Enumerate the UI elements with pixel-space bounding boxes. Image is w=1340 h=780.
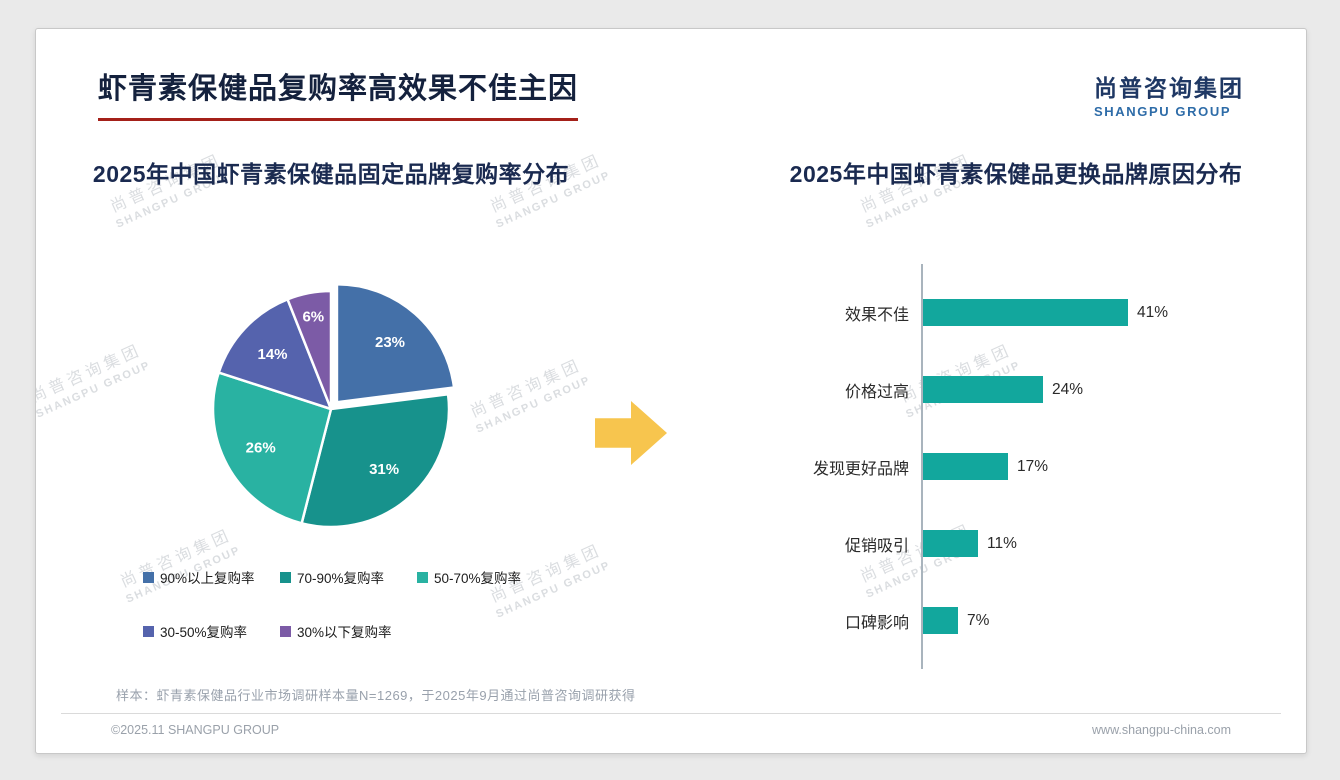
legend-row: 30-50%复购率 30%以下复购率 bbox=[143, 621, 581, 641]
pie-datalabel-2: 26% bbox=[246, 440, 276, 457]
legend-swatch-icon bbox=[417, 571, 428, 583]
legend-item-0: 90%以上复购率 bbox=[143, 567, 280, 587]
pie-chart-section: 2025年中国虾青素保健品固定品牌复购率分布 23% 31% 26% 14% 6% 90… bbox=[81, 155, 581, 675]
logo-chinese-text: 尚普咨询集团 bbox=[1094, 75, 1244, 101]
bar-track: 41% bbox=[923, 299, 1168, 326]
legend-label: 50-70%复购率 bbox=[434, 571, 522, 586]
slide: 尚普咨询集团 SHANGPU GROUP 尚普咨询集团 SHANGPU GROUP 尚普… bbox=[35, 28, 1307, 754]
legend-item-2: 50-70%复购率 bbox=[417, 567, 554, 587]
bar-chart-section: 2025年中国虾青素保健品更换品牌原因分布 效果不佳 41% 价格过高 24% 发现更好… bbox=[681, 155, 1261, 675]
legend-row: 90%以上复购率 70-90%复购率 50-70%复购率 bbox=[143, 567, 581, 587]
bar-track: 7% bbox=[923, 607, 989, 634]
legend-swatch-icon bbox=[143, 625, 154, 637]
legend-label: 30-50%复购率 bbox=[160, 625, 248, 640]
bar-fill bbox=[923, 453, 1008, 480]
bar-fill bbox=[923, 376, 1043, 403]
bar-row-2: 发现更好品牌 17% bbox=[771, 428, 1261, 505]
bar-category-label: 发现更好品牌 bbox=[812, 460, 909, 478]
legend-item-4: 30%以下复购率 bbox=[280, 621, 417, 641]
legend-swatch-icon bbox=[280, 625, 291, 637]
bar-chart-title: 2025年中国虾青素保健品更换品牌原因分布 bbox=[789, 161, 1243, 187]
pie-datalabel-3: 14% bbox=[257, 346, 287, 363]
bar-category-label: 效果不佳 bbox=[844, 306, 909, 324]
pie-slice-3 bbox=[217, 298, 333, 411]
pie-datalabel-0: 23% bbox=[375, 334, 405, 351]
bar-category-label: 口碑影响 bbox=[844, 614, 909, 632]
pie-slice-2 bbox=[211, 371, 333, 525]
legend-label: 70-90%复购率 bbox=[297, 571, 385, 586]
pie-chart: 23% 31% 26% 14% 6% bbox=[211, 283, 456, 529]
legend-swatch-icon bbox=[143, 571, 154, 583]
footer-copyright: ©2025.11 SHANGPU GROUP bbox=[111, 723, 280, 737]
pie-legend: 90%以上复购率 70-90%复购率 50-70%复购率 30-50%复购率 30%以下… bbox=[81, 567, 581, 641]
pie-datalabel-4: 6% bbox=[302, 308, 324, 325]
legend-label: 30%以下复购率 bbox=[297, 625, 392, 640]
bar-value-label: 24% bbox=[1052, 380, 1084, 398]
bar-row-0: 效果不佳 41% bbox=[771, 274, 1261, 351]
arrow-column bbox=[581, 155, 681, 675]
sample-note: 样本：虾青素保健品行业市场调研样本量N=1269，于2025年9月通过尚普咨询调… bbox=[116, 688, 636, 703]
logo-english-text: SHANGPU GROUP bbox=[1094, 104, 1232, 119]
pie-slice-4 bbox=[286, 289, 333, 411]
pie-datalabel-1: 31% bbox=[369, 461, 399, 478]
pie-slice-0 bbox=[335, 283, 456, 404]
footer-website: www.shangpu-china.com bbox=[1092, 723, 1231, 737]
bar-row-3: 促销吸引 11% bbox=[771, 505, 1261, 582]
slide-footer: ©2025.11 SHANGPU GROUP www.shangpu-china… bbox=[61, 713, 1281, 737]
bar-value-label: 11% bbox=[987, 534, 1017, 552]
bar-row-1: 价格过高 24% bbox=[771, 351, 1261, 428]
company-logo: 尚普咨询集团 SHANGPU GROUP bbox=[1094, 65, 1244, 119]
bar-row-4: 口碑影响 7% bbox=[771, 582, 1261, 659]
pie-slice-1 bbox=[300, 392, 451, 529]
legend-swatch-icon bbox=[280, 571, 291, 583]
slide-header: 虾青素保健品复购率高效果不佳主因 尚普咨询集团 SHANGPU GROUP bbox=[36, 29, 1306, 121]
bar-fill bbox=[923, 530, 978, 557]
bar-category-label: 促销吸引 bbox=[844, 537, 909, 555]
legend-item-3: 30-50%复购率 bbox=[143, 621, 280, 641]
bar-fill bbox=[923, 607, 958, 634]
bar-track: 11% bbox=[923, 530, 1017, 557]
bar-value-label: 7% bbox=[967, 611, 990, 629]
bar-track: 17% bbox=[923, 453, 1048, 480]
bar-track: 24% bbox=[923, 376, 1083, 403]
charts-area: 2025年中国虾青素保健品固定品牌复购率分布 23% 31% 26% 14% 6% 90… bbox=[36, 155, 1306, 675]
bar-fill bbox=[923, 299, 1128, 326]
page-title: 虾青素保健品复购率高效果不佳主因 bbox=[98, 65, 579, 121]
legend-label: 90%以上复购率 bbox=[160, 571, 255, 586]
bar-category-label: 价格过高 bbox=[844, 383, 909, 401]
bar-value-label: 41% bbox=[1137, 303, 1169, 321]
pie-chart-title: 2025年中国虾青素保健品固定品牌复购率分布 bbox=[92, 161, 570, 187]
legend-item-1: 70-90%复购率 bbox=[280, 567, 417, 587]
transition-arrow-icon bbox=[595, 401, 667, 465]
bar-chart: 效果不佳 41% 价格过高 24% 发现更好品牌 17% 促销吸引 11% 口碑影响 7% bbox=[771, 264, 1261, 669]
bar-value-label: 17% bbox=[1017, 457, 1049, 475]
